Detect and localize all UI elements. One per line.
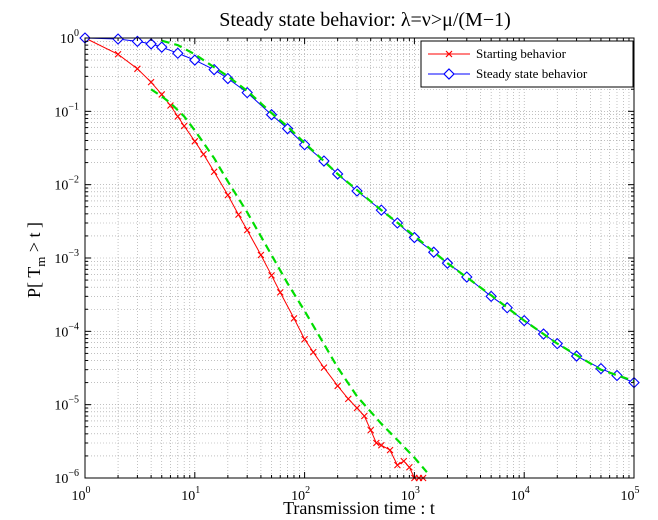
starting-point-marker bbox=[372, 439, 380, 447]
y-tick-label: 10−1 bbox=[54, 101, 79, 120]
starting-point-marker bbox=[114, 50, 122, 58]
y-axis-label: P[ Tm > t ] bbox=[24, 222, 48, 298]
starting-point-marker bbox=[167, 102, 174, 109]
x-tick-label: 103 bbox=[401, 485, 420, 504]
starting-point-marker bbox=[180, 122, 188, 130]
starting-point-marker bbox=[394, 461, 401, 469]
steady-point-marker bbox=[172, 47, 184, 60]
y-tick-label: 10−5 bbox=[54, 395, 79, 414]
y-tick-label: 10−6 bbox=[54, 468, 79, 487]
plot-frame bbox=[84, 37, 635, 479]
legend-box bbox=[420, 40, 634, 88]
steady-point-marker bbox=[281, 122, 294, 135]
starting-point-marker bbox=[191, 137, 199, 145]
steady-point-marker bbox=[208, 63, 220, 76]
steady-point-marker bbox=[408, 231, 421, 244]
x-tick-label: 102 bbox=[291, 485, 310, 504]
starting-point-marker bbox=[334, 382, 342, 390]
starting-point-marker bbox=[290, 315, 298, 322]
starting-point-marker bbox=[301, 335, 308, 343]
x-tick-label: 101 bbox=[181, 485, 200, 504]
tick-labels: 100 101 102 103 104 105 100 10−1 10−2 10−3 10−4 10−… bbox=[54, 28, 639, 504]
starting-point-marker bbox=[386, 446, 394, 454]
x-axis-label: Transmission time : t bbox=[283, 498, 435, 518]
steady-point-marker bbox=[155, 41, 168, 53]
y-tick-label: 10−2 bbox=[54, 175, 79, 194]
steady-point-marker bbox=[298, 138, 311, 151]
starting-point-marker bbox=[174, 113, 182, 120]
series-layer bbox=[79, 32, 640, 482]
x-tick-label: 100 bbox=[72, 485, 91, 504]
starting-point-marker bbox=[309, 348, 317, 356]
starting-point-marker bbox=[243, 226, 251, 234]
legend-marker-starting bbox=[445, 50, 453, 58]
starting-point-marker bbox=[377, 441, 385, 449]
grid-lines bbox=[85, 38, 634, 478]
starting-point-marker bbox=[320, 364, 328, 372]
legend: Starting behavior Steady state behavior bbox=[420, 40, 634, 88]
starting-point-marker bbox=[268, 271, 275, 279]
y-tick-label: 10−3 bbox=[54, 248, 79, 267]
steady-point-marker bbox=[189, 54, 201, 66]
chart-title: Steady state behavior: λ=ν>μ/(M−1) bbox=[219, 9, 511, 31]
y-axis-label-suffix: > t ] bbox=[24, 222, 44, 257]
steady-point-marker bbox=[611, 369, 623, 382]
starting-point-marker bbox=[224, 191, 232, 199]
starting-point-marker bbox=[147, 78, 155, 86]
starting-point-marker bbox=[200, 150, 207, 158]
series-line-3 bbox=[161, 39, 635, 383]
starting-point-marker bbox=[360, 412, 368, 420]
starting-point-marker bbox=[235, 211, 242, 219]
starting-point-marker bbox=[210, 168, 218, 176]
y-axis-label-prefix: P[ T bbox=[24, 267, 44, 298]
x-tick-label: 104 bbox=[511, 485, 530, 504]
starting-point-marker bbox=[133, 65, 141, 73]
y-axis-label-subscript: m bbox=[33, 257, 48, 267]
series-line-2 bbox=[150, 88, 428, 473]
steady-point-marker bbox=[131, 35, 144, 48]
legend-label-steady: Steady state behavior bbox=[476, 66, 588, 81]
starting-point-marker bbox=[257, 251, 265, 259]
steady-point-marker bbox=[222, 72, 234, 85]
y-tick-label: 10−4 bbox=[54, 321, 79, 340]
starting-point-marker bbox=[353, 404, 361, 412]
steady-point-marker bbox=[145, 38, 157, 50]
starting-point-marker bbox=[400, 457, 408, 465]
legend-label-starting: Starting behavior bbox=[476, 46, 567, 61]
steady-point-marker bbox=[427, 246, 440, 258]
tick-marks bbox=[84, 37, 635, 479]
legend-marker-steady bbox=[443, 68, 455, 80]
x-tick-label: 105 bbox=[621, 485, 640, 504]
starting-point-marker bbox=[276, 288, 284, 296]
starting-point-marker bbox=[405, 463, 413, 471]
starting-point-marker bbox=[158, 91, 166, 98]
y-tick-label: 100 bbox=[60, 28, 79, 47]
starting-point-marker bbox=[367, 426, 375, 434]
starting-point-marker bbox=[344, 395, 352, 403]
series-line-1 bbox=[84, 37, 635, 384]
